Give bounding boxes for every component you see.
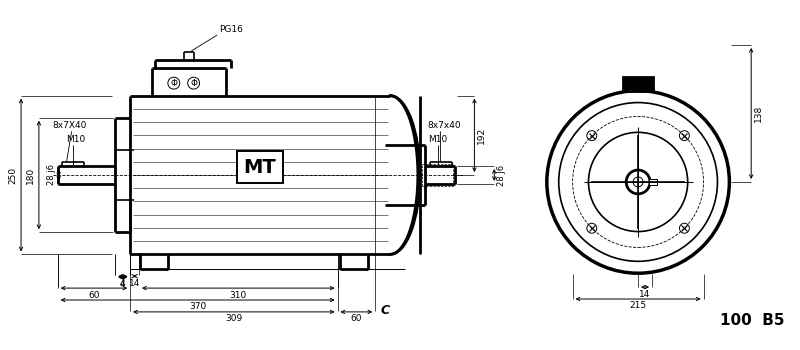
Text: PG16: PG16	[219, 25, 243, 34]
Text: M10: M10	[428, 135, 447, 144]
Text: 250: 250	[8, 167, 17, 183]
Text: 370: 370	[189, 302, 206, 312]
Text: 192: 192	[478, 127, 486, 144]
Text: 60: 60	[88, 290, 100, 300]
Text: 138: 138	[754, 105, 763, 122]
Text: Φ: Φ	[190, 79, 197, 88]
Text: 8x7X40: 8x7X40	[53, 121, 87, 131]
Bar	[623, 77, 653, 91]
Text: 4: 4	[120, 280, 126, 289]
Text: 180: 180	[26, 166, 35, 184]
Text: 14: 14	[639, 289, 650, 299]
Text: MT: MT	[244, 158, 277, 176]
Text: M10: M10	[66, 135, 85, 144]
Text: 28 j6: 28 j6	[46, 164, 56, 186]
Text: 4: 4	[120, 279, 126, 288]
Text: 8x7x40: 8x7x40	[428, 121, 462, 131]
Text: C: C	[380, 304, 390, 317]
Text: 215: 215	[630, 301, 646, 310]
Text: 60: 60	[350, 314, 362, 323]
Text: 310: 310	[230, 290, 247, 300]
Text: 100  B5: 100 B5	[720, 313, 785, 328]
Text: 14: 14	[129, 279, 140, 288]
Text: Φ: Φ	[170, 79, 178, 88]
Text: 28 J6: 28 J6	[498, 164, 506, 186]
Text: 309: 309	[226, 314, 242, 323]
Bar	[649, 179, 657, 185]
